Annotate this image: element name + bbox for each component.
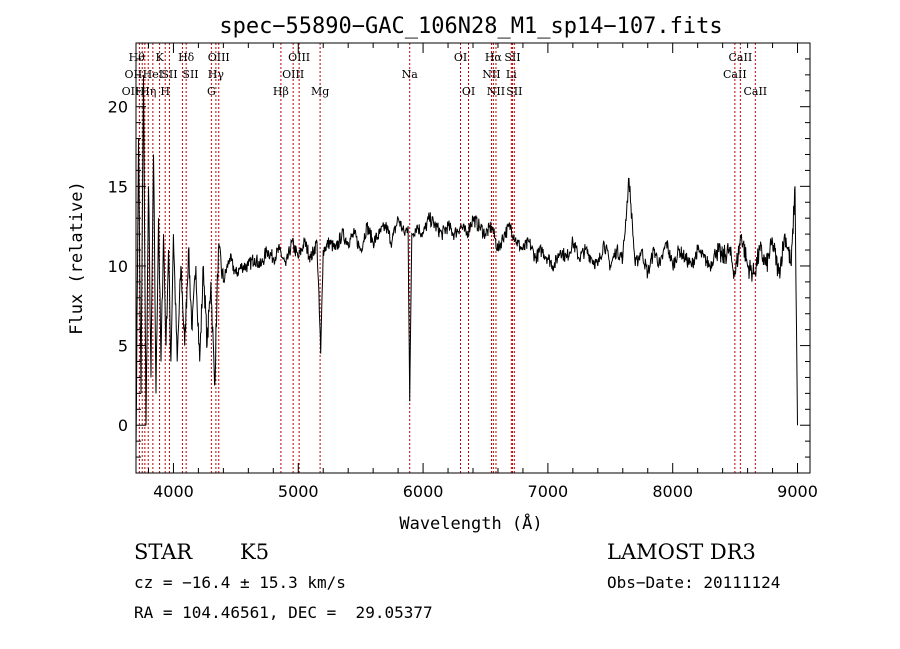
y-tick-label-3: 15 xyxy=(108,177,128,196)
x-tick-label-3: 7000 xyxy=(528,482,569,501)
line-label-4: HeI xyxy=(143,68,163,81)
y-axis-ticks: 0 5 10 15 20 xyxy=(108,58,810,458)
x-tick-label-2: 6000 xyxy=(403,482,444,501)
radec-label: RA = 104.46561, DEC = 29.05377 xyxy=(134,603,433,622)
x-tick-label-5: 9000 xyxy=(777,482,818,501)
class-label: STAR xyxy=(134,540,193,564)
plot-frame xyxy=(135,42,811,474)
cz-label: cz = −16.4 ± 15.3 km/s xyxy=(134,573,346,592)
line-label-7: SII xyxy=(161,68,177,81)
line-label-8: SII xyxy=(182,68,198,81)
survey-label: LAMOST DR3 xyxy=(607,540,756,564)
line-label-20: NII xyxy=(482,68,500,81)
line-label-22: NII xyxy=(487,85,505,98)
line-label-5: K xyxy=(155,51,164,64)
x-tick-label-4: 8000 xyxy=(652,482,693,501)
line-label-1: OII xyxy=(125,68,143,81)
line-label-15: OIII xyxy=(288,51,310,64)
line-label-25: SII xyxy=(506,85,522,98)
line-label-13: Hβ xyxy=(273,85,289,98)
x-tick-label-0: 4000 xyxy=(153,482,194,501)
line-label-16: Mg xyxy=(311,85,329,98)
line-label-26: CaII xyxy=(723,68,747,81)
line-label-12: OIII xyxy=(208,51,230,64)
line-label-17: Na xyxy=(402,68,419,81)
line-label-11: Hγ xyxy=(208,68,225,81)
chart-title: spec−55890−GAC_106N28_M1_sp14−107.fits xyxy=(219,14,722,39)
line-label-18: OI xyxy=(454,51,467,64)
subclass-label: K5 xyxy=(240,540,270,564)
line-label-0: OII xyxy=(122,85,140,98)
x-axis-label: Wavelength (Å) xyxy=(399,512,542,534)
line-label-21: Hα xyxy=(485,51,503,64)
line-label-14: OIII xyxy=(282,68,304,81)
x-tick-label-1: 5000 xyxy=(278,482,319,501)
x-axis-ticks: 4000 5000 6000 7000 8000 9000 xyxy=(147,43,818,501)
y-tick-label-0: 0 xyxy=(118,416,128,435)
y-tick-label-2: 10 xyxy=(108,257,128,276)
flux-series-line xyxy=(135,74,798,450)
line-label-23: Li xyxy=(506,68,517,81)
line-label-27: CaII xyxy=(729,51,753,64)
line-label-2: Hθ xyxy=(129,51,146,64)
line-label-9: Hδ xyxy=(178,51,195,64)
line-label-28: CaII xyxy=(743,85,767,98)
line-label-19: OI xyxy=(462,85,475,98)
line-label-24: SII xyxy=(504,51,520,64)
line-label-3: Hη xyxy=(140,85,156,98)
y-tick-label-4: 20 xyxy=(108,98,128,117)
y-tick-label-1: 5 xyxy=(118,337,128,356)
line-label-6: H xyxy=(160,85,170,98)
y-axis-label: Flux (relative) xyxy=(67,181,87,335)
line-label-10: G xyxy=(207,85,216,98)
obs-date-label: Obs−Date: 20111124 xyxy=(607,573,781,592)
